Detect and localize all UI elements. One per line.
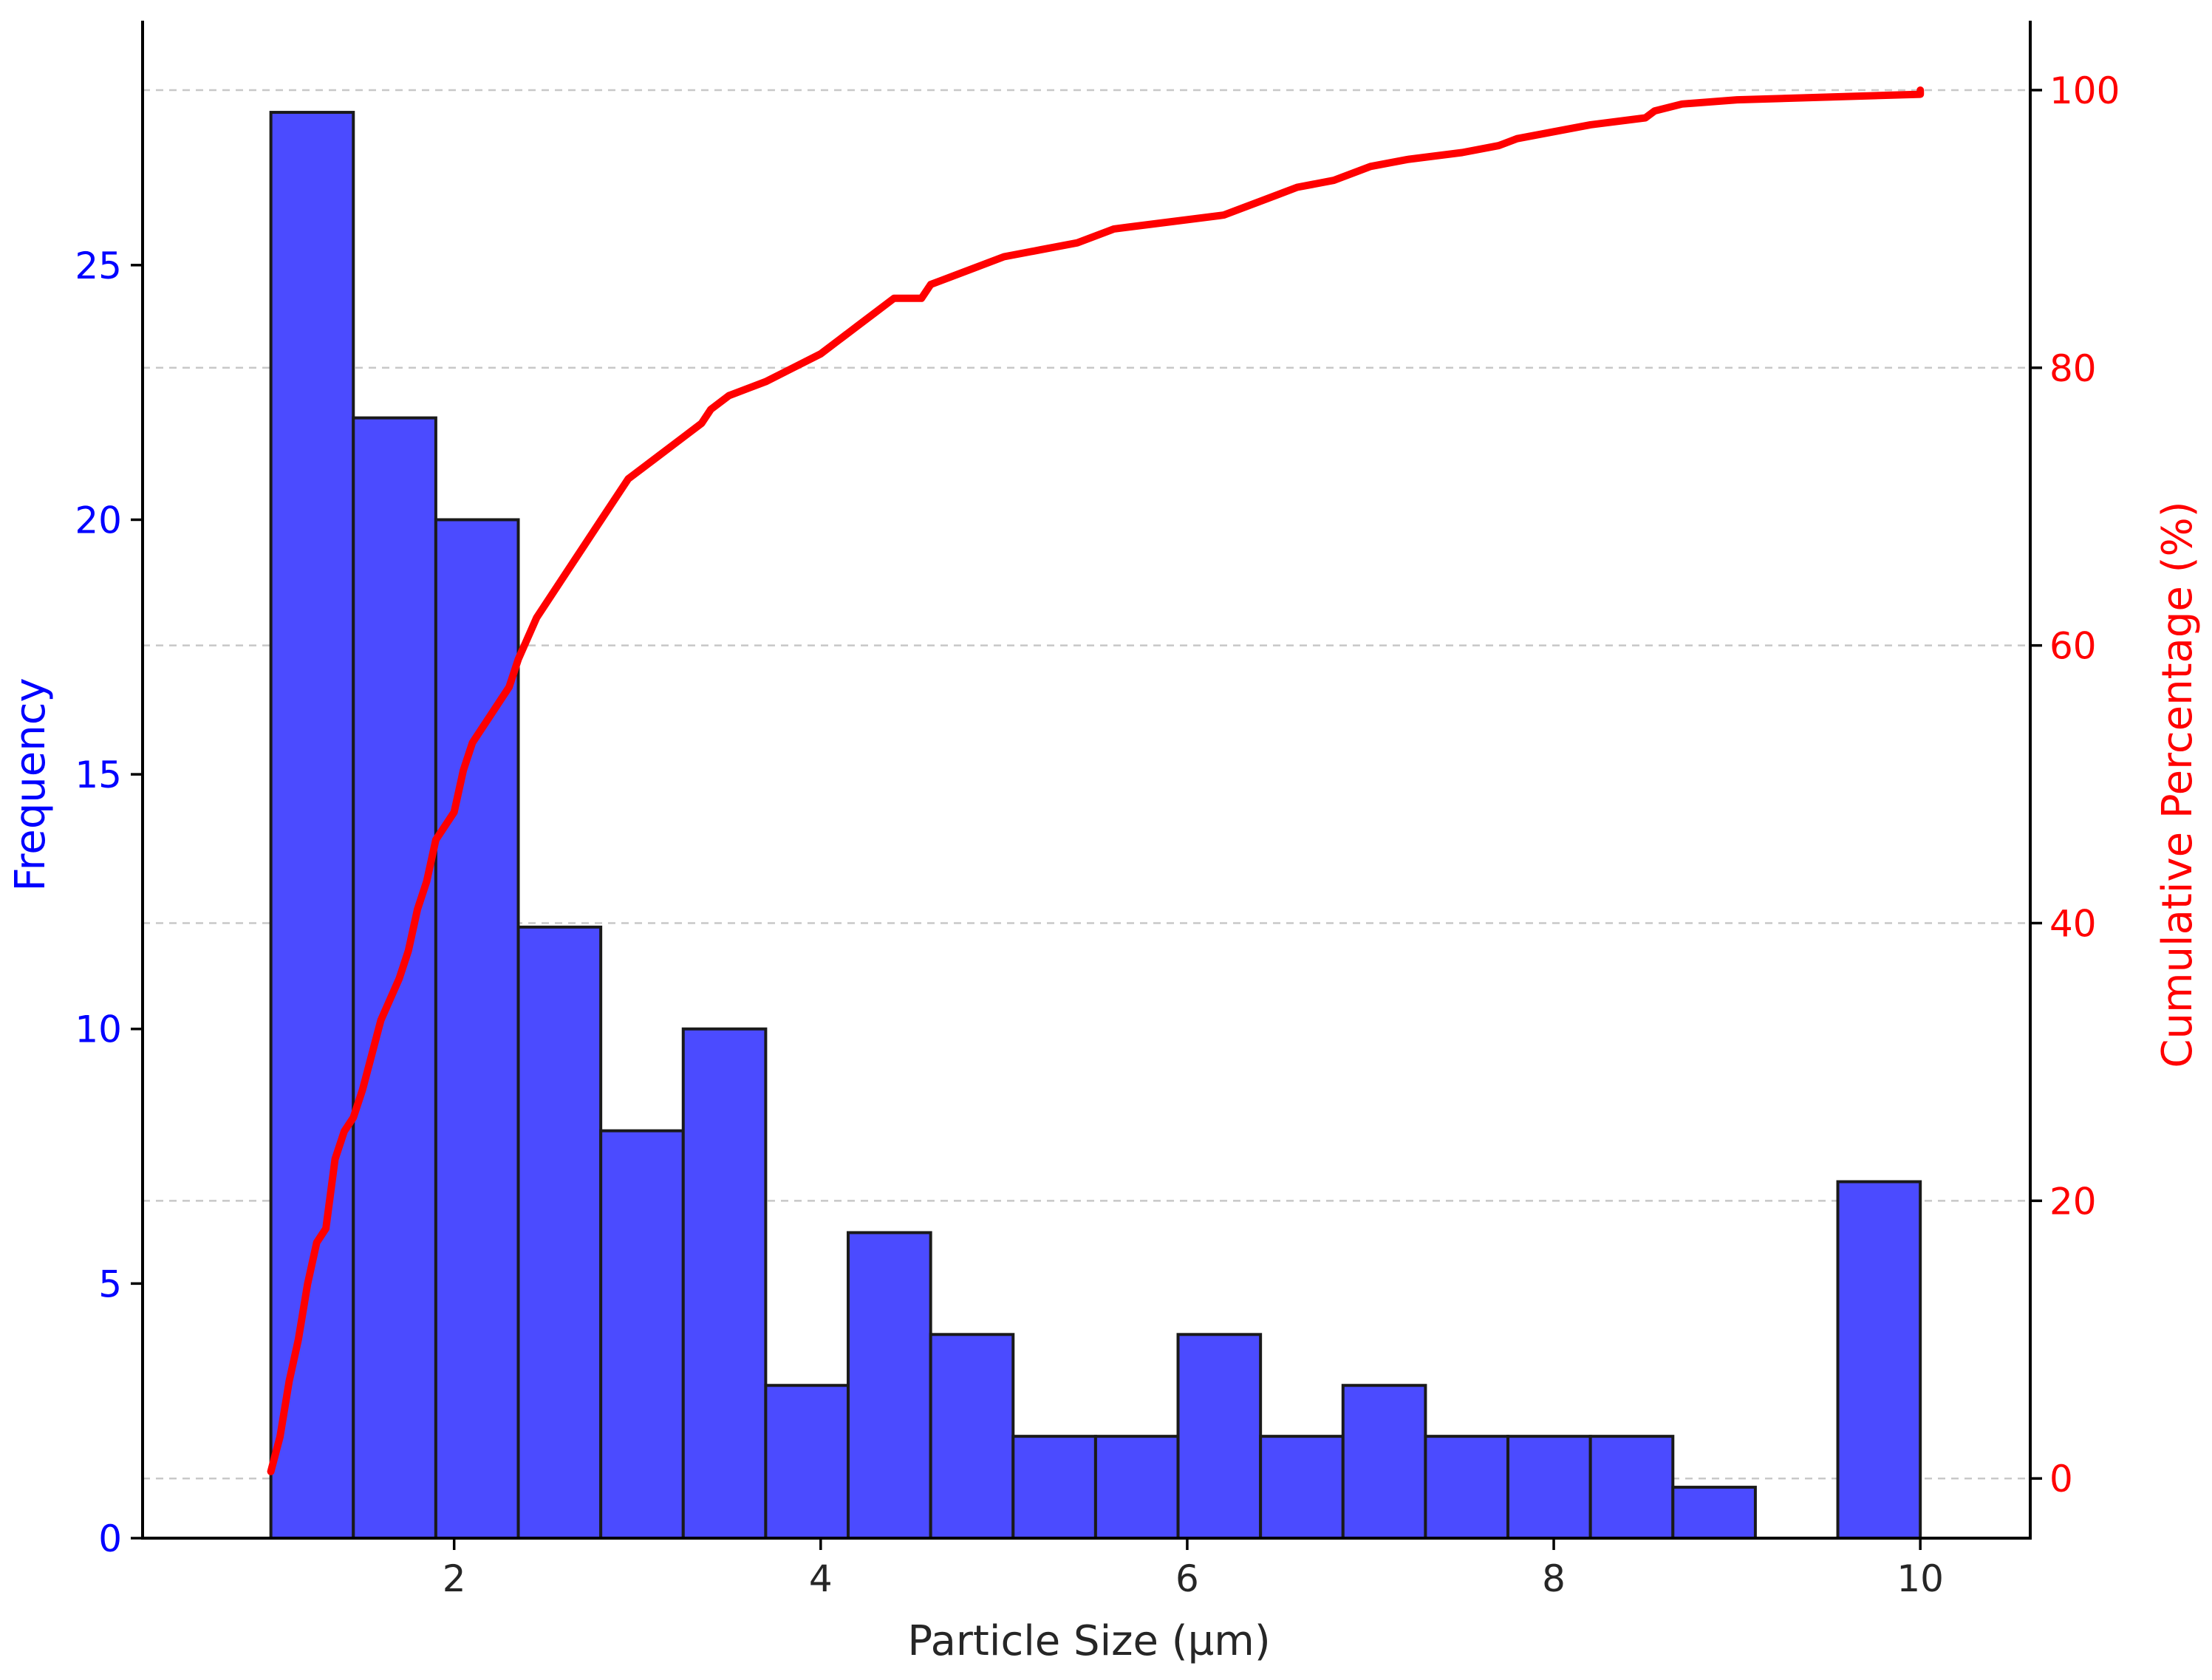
cumulative-percentage-line — [267, 86, 1925, 1475]
histogram-bar — [1836, 1180, 1922, 1540]
y-left-tick-label: 10 — [75, 1008, 122, 1051]
axes — [131, 21, 2042, 1550]
histogram-bar — [681, 1027, 768, 1540]
y-left-tick-label: 15 — [75, 754, 122, 796]
histogram-bar — [1259, 1435, 1345, 1540]
histogram-bar — [847, 1231, 932, 1540]
histogram-bar — [1011, 1435, 1097, 1540]
x-tick-label: 8 — [1542, 1557, 1566, 1600]
histogram-bar — [929, 1333, 1015, 1540]
histogram-bar — [1506, 1435, 1592, 1540]
histogram-bar — [1176, 1333, 1263, 1540]
y-right-tick-label: 100 — [2049, 69, 2120, 112]
x-tick-label: 4 — [809, 1557, 833, 1600]
y-right-tick-label: 0 — [2049, 1458, 2073, 1500]
y-right-tick-label: 80 — [2049, 347, 2097, 390]
histogram-bar — [1093, 1435, 1180, 1540]
histogram-bar — [434, 518, 520, 1540]
x-axis-label: Particle Size (µm) — [907, 1617, 1270, 1665]
histogram-bar — [1424, 1435, 1510, 1540]
y-left-axis-label: Frequency — [7, 677, 55, 891]
x-tick-label: 2 — [443, 1557, 466, 1600]
y-left-tick-label: 25 — [75, 245, 122, 287]
histogram-bar — [352, 416, 437, 1540]
y-right-tick-label: 20 — [2049, 1180, 2097, 1223]
grid-lines — [143, 89, 2030, 1480]
cumulative-line-layer — [267, 86, 1925, 1475]
y-right-axis-label: Cumulative Percentage (%) — [2154, 501, 2202, 1068]
histogram-bar — [764, 1384, 850, 1540]
y-left-tick-label: 20 — [75, 499, 122, 542]
histogram-bars — [269, 111, 1922, 1540]
x-tick-label: 6 — [1175, 1557, 1199, 1600]
histogram-bar — [1588, 1435, 1675, 1540]
x-tick-label: 10 — [1897, 1557, 1944, 1600]
histogram-bar — [599, 1129, 685, 1540]
y-right-tick-label: 40 — [2049, 903, 2097, 946]
histogram-bar — [269, 111, 355, 1540]
y-right-tick-label: 60 — [2049, 625, 2097, 668]
histogram-bar — [1671, 1486, 1757, 1540]
y-left-tick-label: 0 — [98, 1517, 122, 1560]
histogram-bar — [1341, 1384, 1427, 1540]
histogram-bar — [516, 925, 603, 1540]
y-left-tick-label: 5 — [98, 1263, 122, 1305]
